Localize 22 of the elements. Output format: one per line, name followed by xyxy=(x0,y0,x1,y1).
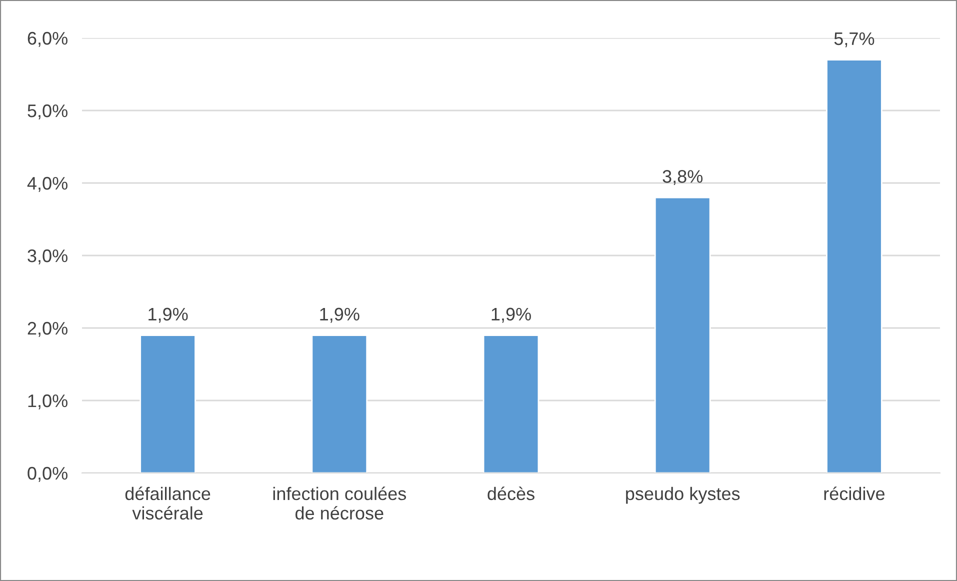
x-tick-label: défaillance viscérale xyxy=(125,486,210,520)
y-tick-label: 0,0% xyxy=(28,466,68,482)
x-tick-label: récidive xyxy=(824,486,885,500)
bar xyxy=(654,196,711,473)
bar xyxy=(826,59,882,473)
y-tick-label: 5,0% xyxy=(28,104,68,120)
y-tick-label: 3,0% xyxy=(28,249,68,264)
y-tick-label: 4,0% xyxy=(27,176,68,192)
bar xyxy=(482,334,540,473)
y-tick-label: 6,0% xyxy=(28,32,68,47)
data-label: 1,9% xyxy=(148,308,188,323)
x-tick-label: infection coulées de nécrose xyxy=(273,486,406,520)
x-tick-label: pseudo kystes xyxy=(626,486,740,504)
data-label: 5,7% xyxy=(834,32,874,48)
y-tick-label: 2,0% xyxy=(28,322,68,337)
data-label: 1,9% xyxy=(492,308,531,323)
data-label: 1,9% xyxy=(320,308,360,323)
x-tick-label: décès xyxy=(488,486,534,500)
bar xyxy=(311,334,368,473)
data-label: 3,8% xyxy=(662,170,703,185)
bar xyxy=(140,334,196,473)
y-tick-label: 1,0% xyxy=(28,394,68,410)
